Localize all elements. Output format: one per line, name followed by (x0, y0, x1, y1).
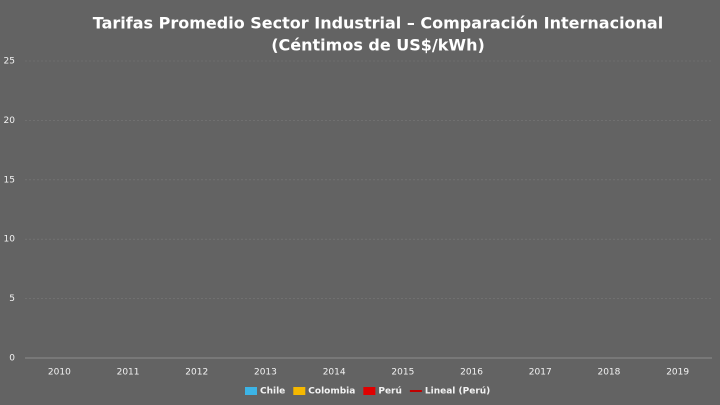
y-tick-label: 20 (4, 116, 16, 126)
legend-label: Colombia (308, 387, 355, 397)
x-tick-label: 2010 (48, 368, 71, 378)
x-tick-label: 2011 (117, 368, 140, 378)
x-tick-label: 2014 (323, 368, 346, 378)
legend-swatch (245, 387, 257, 395)
y-tick-label: 15 (4, 175, 15, 185)
legend-label: Chile (260, 387, 285, 397)
legend-swatch (363, 387, 376, 395)
y-tick-label: 10 (4, 235, 16, 245)
x-tick-label: 2013 (254, 368, 277, 378)
y-tick-label: 25 (4, 57, 15, 67)
x-tick-label: 2015 (391, 368, 414, 378)
x-tick-label: 2019 (666, 368, 689, 378)
x-tick-label: 2016 (460, 368, 483, 378)
y-tick-label: 0 (9, 354, 15, 364)
x-tick-label: 2018 (597, 368, 620, 378)
legend-label: Perú (378, 387, 402, 397)
y-tick-label: 5 (9, 294, 15, 304)
chart-title: Tarifas Promedio Sector Industrial – Com… (93, 14, 663, 33)
x-tick-label: 2012 (185, 368, 208, 378)
legend-label: Lineal (Perú) (425, 387, 490, 397)
chart-title: (Céntimos de US$/kWh) (271, 36, 485, 55)
x-tick-label: 2017 (529, 368, 552, 378)
legend-swatch (293, 387, 306, 395)
